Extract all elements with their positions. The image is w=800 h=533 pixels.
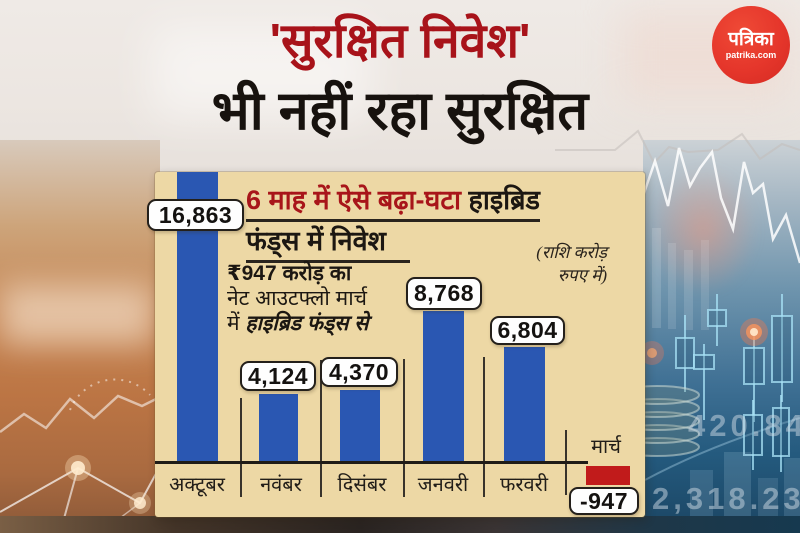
month-label-november: नवंबर bbox=[260, 474, 302, 496]
value-label-october: 16,863 bbox=[147, 199, 244, 231]
headline-line2: भी नहीं रहा सुरक्षित bbox=[211, 81, 589, 141]
chart-title-line1: 6 माह में ऐसे बढ़ा-घटा हाइब्रिड bbox=[246, 184, 540, 222]
axis-separator bbox=[320, 360, 322, 497]
annotation-line2: नेट आउटफ्लो मार्च bbox=[227, 287, 367, 310]
axis-separator bbox=[240, 398, 242, 497]
background-warm-glow bbox=[648, 165, 758, 295]
bar-december bbox=[340, 390, 380, 463]
headline: 'सुरक्षित निवेश' भी नहीं रहा सुरक्षित bbox=[0, 6, 800, 146]
annotation-line1: ₹947 करोड़ का bbox=[227, 262, 352, 285]
background-ticker-number: 2,318.23 bbox=[652, 481, 800, 516]
month-label-october: अक्टूबर bbox=[169, 474, 225, 496]
month-label-december: दिसंबर bbox=[337, 474, 387, 496]
value-label-january: 8,768 bbox=[406, 277, 482, 310]
month-label-february: फरवरी bbox=[499, 474, 549, 496]
axis-baseline bbox=[155, 461, 588, 464]
value-label-november: 4,124 bbox=[240, 361, 316, 391]
patrika-logo[interactable]: पत्रिका patrika.com bbox=[712, 6, 790, 84]
background-light-band bbox=[0, 285, 155, 345]
bar-january bbox=[423, 311, 464, 463]
logo-name: पत्रिका bbox=[728, 29, 774, 50]
headline-line1: 'सुरक्षित निवेश' bbox=[269, 15, 531, 68]
value-label-march: -947 bbox=[569, 487, 639, 515]
chart-title-black: हाइब्रिड bbox=[468, 185, 540, 215]
background-glow bbox=[150, 25, 370, 120]
value-label-december: 4,370 bbox=[320, 357, 398, 387]
unit-note: (राशि करोड़ रुपए में) bbox=[536, 243, 607, 285]
month-label-march: मार्च bbox=[591, 436, 621, 458]
background-bottom-strip bbox=[0, 516, 800, 533]
logo-url: patrika.com bbox=[725, 50, 777, 60]
annotation-line3: में हाइब्रिड फंड्स से bbox=[227, 312, 369, 335]
background-ticker-number: 420.84 bbox=[688, 408, 800, 443]
chart-annotation: ₹947 करोड़ का नेट आउटफ्लो मार्च में हाइब… bbox=[227, 261, 368, 336]
bar-november bbox=[259, 394, 298, 463]
value-label-february: 6,804 bbox=[490, 316, 565, 345]
bar-march-negative bbox=[586, 466, 630, 485]
chart-title-red: 6 माह में ऐसे बढ़ा-घटा bbox=[246, 185, 461, 215]
axis-separator bbox=[483, 357, 485, 497]
chart-title-line2: फंड्स में निवेश bbox=[246, 225, 411, 263]
axis-separator bbox=[403, 359, 405, 497]
bar-february bbox=[504, 347, 545, 463]
month-label-january: जनवरी bbox=[417, 474, 469, 496]
